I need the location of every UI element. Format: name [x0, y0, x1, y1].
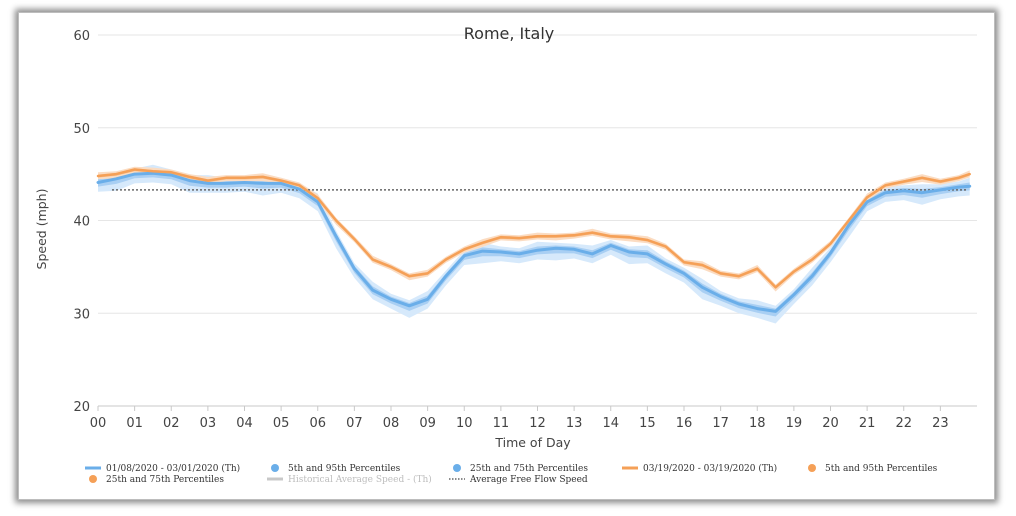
series-lines [96, 168, 972, 313]
percentile-bands [98, 164, 970, 324]
y-tick-label: 40 [73, 215, 90, 230]
legend-item[interactable]: 5th and 95th Percentiles [271, 464, 401, 474]
axes: 20 30 40 50 60 00 01 02 03 04 05 06 07 08 09 10 11 12 13 14… [73, 29, 977, 431]
y-tick-label: 20 [73, 400, 90, 415]
x-tick-label: 16 [676, 416, 693, 431]
y-axis-title: Speed (mph) [34, 189, 49, 270]
x-tick-label: 01 [126, 416, 143, 431]
legend-item[interactable]: Historical Average Speed - (Th) [267, 474, 432, 485]
legend-label: 25th and 75th Percentiles [470, 464, 588, 474]
x-tick-label: 08 [383, 416, 400, 431]
legend-label: 5th and 95th Percentiles [825, 464, 938, 474]
legend-item[interactable]: 01/08/2020 - 03/01/2020 (Th) [85, 463, 240, 474]
x-tick-label: 02 [163, 416, 180, 431]
x-tick-label: 15 [639, 416, 656, 431]
x-tick-label: 14 [602, 416, 619, 431]
x-tick-label: 21 [859, 416, 876, 431]
grid-lines [98, 34, 977, 314]
x-tick-label: 22 [895, 416, 912, 431]
legend-dot-swatch [453, 464, 461, 472]
x-tick-label: 11 [493, 416, 510, 431]
legend-label: Historical Average Speed - (Th) [288, 474, 432, 485]
chart-frame: 20 30 40 50 60 00 01 02 03 04 05 06 07 08 09 10 11 12 13 14… [18, 12, 995, 500]
x-tick-label: 23 [932, 416, 949, 431]
x-tick-label: 17 [712, 416, 729, 431]
y-tick-label: 30 [73, 307, 90, 322]
legend-label: 01/08/2020 - 03/01/2020 (Th) [106, 463, 240, 474]
x-tick-label: 03 [200, 416, 217, 431]
legend-label: Average Free Flow Speed [469, 475, 588, 485]
x-tick-label: 20 [822, 416, 839, 431]
x-tick-label: 05 [273, 416, 290, 431]
current-series-line [96, 168, 971, 289]
x-axis-title: Time of Day [494, 435, 571, 450]
x-tick-label: 09 [419, 416, 436, 431]
legend-item[interactable]: 25th and 75th Percentiles [89, 475, 224, 485]
x-tick-label: 13 [566, 416, 583, 431]
legend-item[interactable]: 25th and 75th Percentiles [453, 464, 588, 474]
legend-label: 5th and 95th Percentiles [288, 464, 401, 474]
baseline-series-line [96, 171, 972, 313]
x-tick-label: 04 [236, 416, 253, 431]
legend-dot-swatch [89, 475, 97, 483]
legend-dot-swatch [271, 464, 279, 472]
legend-label: 03/19/2020 - 03/19/2020 (Th) [643, 463, 777, 474]
y-tick-label: 50 [73, 122, 90, 137]
legend-label: 25th and 75th Percentiles [106, 475, 224, 485]
legend-dot-swatch [808, 464, 816, 472]
x-tick-label: 10 [456, 416, 473, 431]
x-tick-label: 00 [90, 416, 107, 431]
x-tick-label: 07 [346, 416, 363, 431]
x-tick-label: 18 [749, 416, 766, 431]
speed-chart: 20 30 40 50 60 00 01 02 03 04 05 06 07 08 09 10 11 12 13 14… [34, 24, 977, 485]
x-tick-label: 19 [786, 416, 803, 431]
chart-title: Rome, Italy [464, 24, 555, 43]
legend: 01/08/2020 - 03/01/2020 (Th) 5th and 95th… [85, 463, 938, 485]
legend-item[interactable]: Average Free Flow Speed [449, 475, 588, 485]
x-tick-label: 12 [529, 416, 546, 431]
legend-item[interactable]: 03/19/2020 - 03/19/2020 (Th) [622, 463, 777, 474]
y-tick-label: 60 [73, 29, 90, 44]
legend-item[interactable]: 5th and 95th Percentiles [808, 464, 938, 474]
x-tick-label: 06 [309, 416, 326, 431]
